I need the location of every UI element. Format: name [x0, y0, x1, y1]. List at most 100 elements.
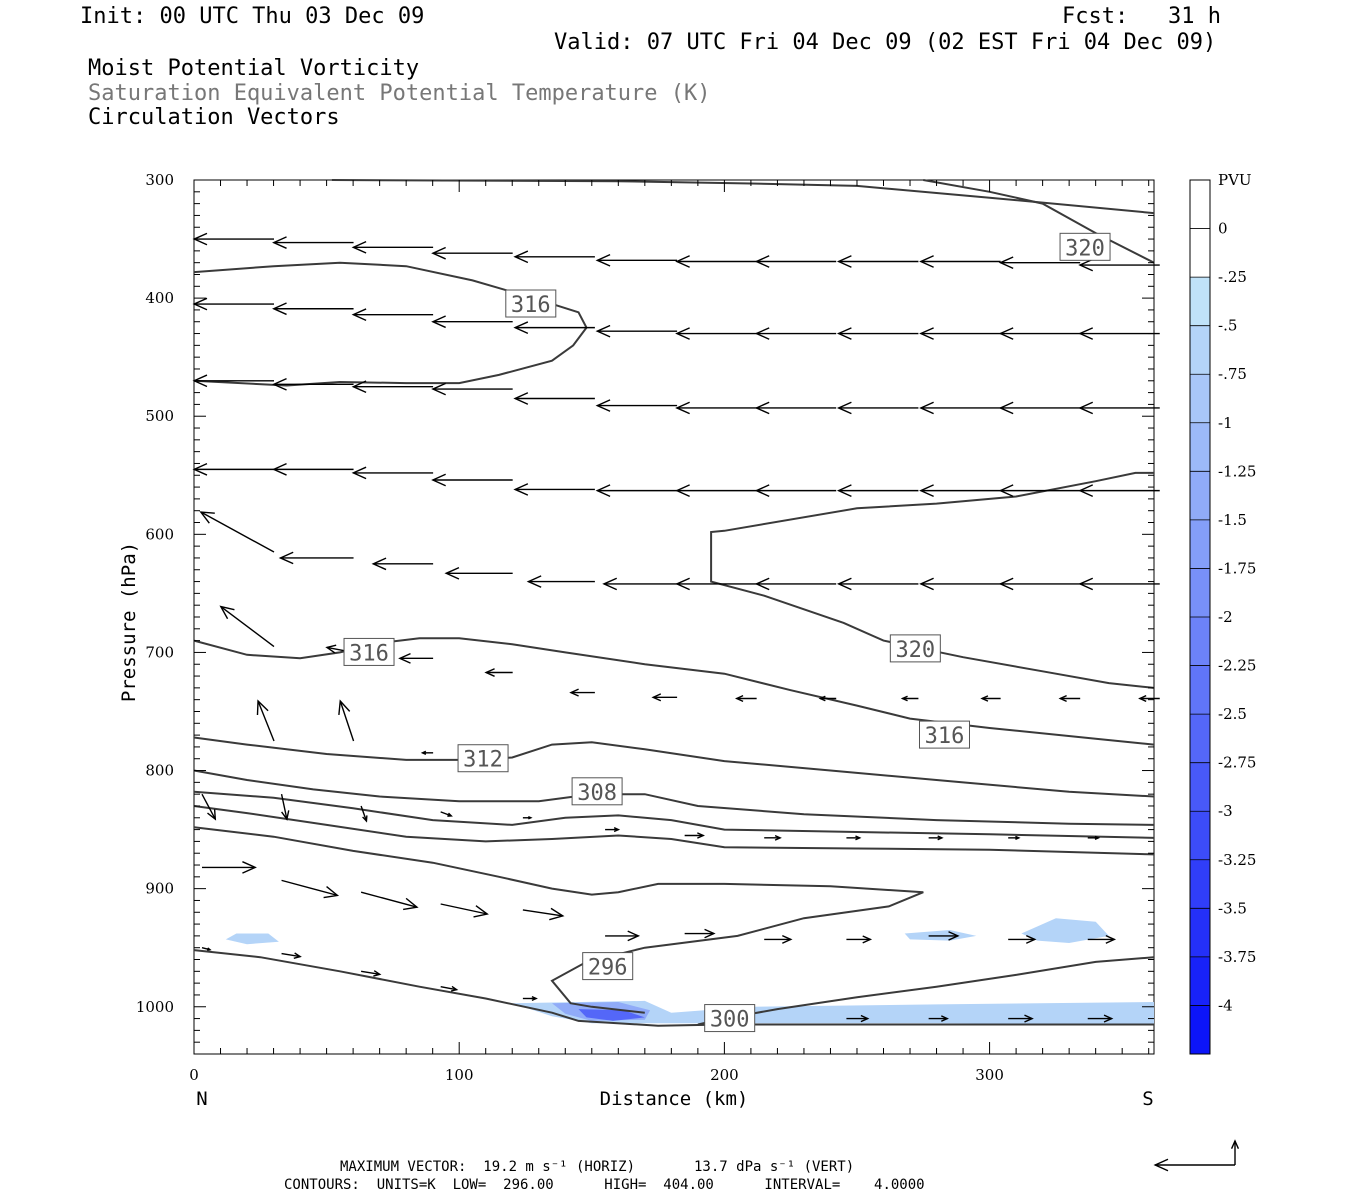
colorbar-level-label: -.5	[1218, 317, 1237, 335]
circulation-vector	[351, 466, 434, 480]
circulation-vector	[684, 928, 716, 939]
colorbar-swatch	[1190, 277, 1210, 326]
vector-head	[754, 255, 770, 268]
circulation-vector	[675, 327, 757, 340]
vector-shaft	[440, 903, 488, 915]
circulation-vector	[919, 577, 1001, 591]
colorbar-level-label: -2.25	[1218, 657, 1256, 675]
vector-head	[420, 750, 427, 755]
contour-label: 320	[1065, 236, 1105, 261]
colorbar-level-label: -2.5	[1218, 705, 1247, 723]
vector-shaft	[281, 952, 301, 958]
vector-head	[998, 327, 1014, 340]
circulation-vector	[595, 399, 678, 412]
vector-head	[948, 931, 960, 941]
vector-head	[528, 816, 533, 820]
vector-head	[919, 577, 934, 591]
vector-head	[192, 463, 208, 476]
vector-head	[1015, 835, 1021, 841]
theta-es-contour	[331, 179, 1155, 215]
contour-label-box	[1059, 232, 1111, 261]
circulation-vector	[280, 794, 290, 821]
circulation-vector	[684, 832, 705, 839]
y-tick-label: 700	[145, 643, 174, 661]
circulation-vector	[919, 484, 1001, 497]
circulation-vector	[278, 551, 354, 565]
colorbar-swatch	[1190, 374, 1210, 423]
y-tick-label: 600	[145, 525, 174, 543]
circulation-vector	[484, 668, 513, 677]
circulation-vector	[526, 575, 595, 588]
circulation-vector	[836, 484, 919, 497]
vector-head	[602, 577, 618, 591]
vector-head	[919, 255, 934, 268]
circulation-vector	[351, 380, 434, 394]
vector-head	[1078, 401, 1094, 415]
vector-head	[513, 321, 529, 334]
circulation-vector	[764, 834, 782, 841]
contour-label-box	[505, 289, 557, 318]
vector-head	[675, 484, 690, 497]
vector-head	[919, 401, 934, 415]
colorbar-swatch	[1190, 180, 1210, 229]
vector-shaft	[281, 879, 338, 897]
circulation-vector	[513, 392, 595, 405]
circulation-vector	[595, 253, 678, 267]
circulation-vector	[431, 382, 513, 396]
circulation-vector	[256, 699, 275, 742]
colorbar-level-label: -3.5	[1218, 899, 1247, 917]
circulation-vector	[420, 750, 434, 755]
circulation-vector	[998, 401, 1081, 415]
reference-vector	[1153, 1139, 1240, 1172]
colorbar: PVU 0 -.25 -.5 -.75 -1 -1.25 -1.5 -1.75 -2 -2.25 -2…	[1189, 171, 1256, 1055]
contour-label: 316	[925, 724, 965, 749]
circulation-vector	[764, 934, 793, 944]
circulation-vector	[846, 835, 862, 841]
valid-time: Valid: 07 UTC Fri 04 Dec 09 (02 EST Fri …	[554, 30, 1217, 55]
vector-head	[675, 255, 690, 268]
colorbar-level-label: -.75	[1218, 365, 1247, 383]
pv-shade-region	[512, 1000, 1154, 1025]
contour-labels: 320 316 316 320 316 312 308 296 300	[343, 232, 1111, 1033]
colorbar-swatch	[1190, 1005, 1210, 1054]
vector-head	[513, 392, 529, 405]
colorbar-swatch	[1190, 665, 1210, 715]
circulation-vector	[1087, 835, 1101, 841]
circulation-vector	[1138, 695, 1160, 702]
theta-es-contour	[193, 736, 1155, 798]
forecast-hour: Fcst: 31 h	[1062, 4, 1221, 29]
circulation-vector	[980, 695, 1001, 702]
vector-head	[651, 693, 662, 702]
circulation-vector	[513, 250, 595, 264]
circulation-vector	[201, 947, 212, 951]
circulation-vector	[351, 308, 434, 321]
pv-shade-region	[1021, 918, 1109, 943]
vector-head	[531, 995, 538, 1002]
circulation-vector	[1008, 934, 1037, 944]
circulation-vector	[440, 811, 453, 817]
vector-head	[362, 815, 368, 823]
vector-head	[431, 246, 446, 260]
vector-head	[774, 834, 782, 841]
field-title-vectors: Circulation Vectors	[88, 105, 340, 130]
vector-head	[754, 401, 770, 415]
vector-head	[675, 401, 690, 415]
vector-head	[219, 605, 235, 620]
circulation-vector	[605, 930, 641, 942]
vector-head	[855, 835, 862, 841]
contour-label: 300	[710, 1008, 750, 1033]
circulation-vector	[360, 891, 419, 911]
colorbar-swatch	[1190, 519, 1210, 569]
vector-shaft	[361, 970, 380, 976]
plot-frame	[193, 179, 1155, 1055]
circulation-vector	[846, 1014, 870, 1023]
reference-vector-vertical	[1230, 1139, 1240, 1165]
circulation-vector	[1078, 577, 1160, 591]
vector-shaft	[201, 793, 216, 820]
theta-es-contours	[193, 179, 1155, 1027]
circulation-vector	[734, 695, 757, 702]
circulation-vector	[431, 315, 513, 329]
contour-label: 312	[463, 748, 503, 773]
y-tick-label: 300	[145, 171, 174, 189]
circulation-vector	[1087, 934, 1117, 944]
